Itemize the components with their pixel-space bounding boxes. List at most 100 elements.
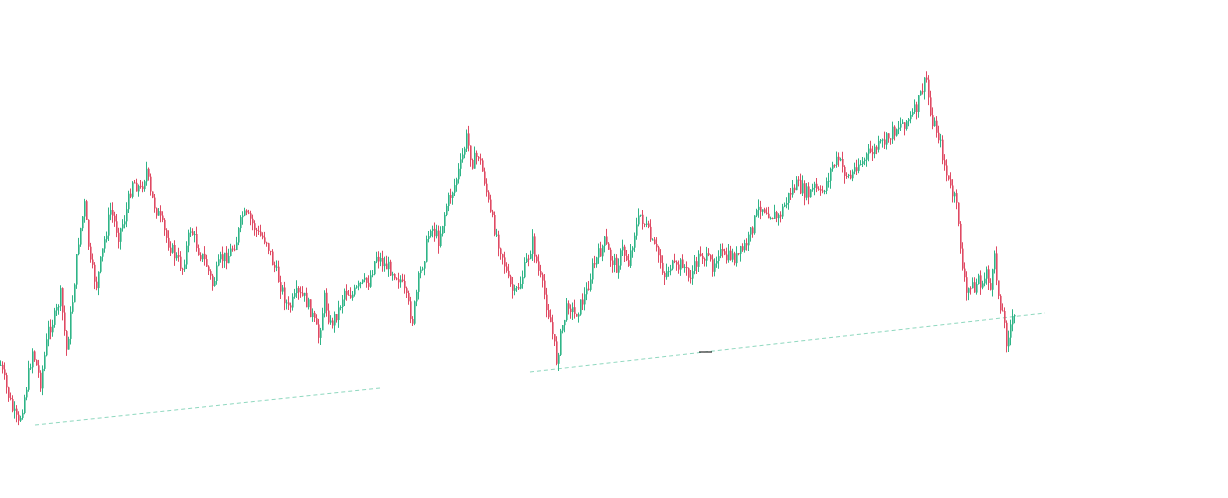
candle-body-326 (652, 239, 654, 241)
candle-body-442 (884, 139, 886, 145)
candle-body-201 (402, 279, 404, 281)
candle-body-374 (748, 234, 750, 246)
candle-body-261 (522, 277, 524, 284)
candle-body-445 (890, 138, 892, 140)
candle-body-69 (138, 185, 140, 192)
candle-body-119 (238, 228, 240, 243)
candle-body-307 (614, 257, 616, 265)
candle-body-264 (528, 258, 530, 260)
candle-body-30 (60, 288, 62, 307)
candle-body-492 (984, 278, 986, 284)
candle-body-302 (604, 236, 606, 246)
candle-body-18 (36, 360, 38, 366)
candle-body-225 (450, 195, 452, 198)
candle-body-501 (1002, 310, 1004, 312)
candle-body-479 (958, 202, 960, 224)
candle-body-242 (484, 171, 486, 184)
candle-body-8 (16, 408, 18, 415)
candle-body-200 (400, 279, 402, 283)
candle-body-470 (940, 139, 942, 141)
candle-body-306 (612, 260, 614, 265)
candle-body-335 (670, 268, 672, 272)
candle-body-35 (70, 311, 72, 339)
candle-body-143 (286, 302, 288, 304)
candle-body-348 (696, 261, 698, 267)
trendline-1 (34, 387, 381, 426)
candle-body-325 (650, 226, 652, 240)
candle-body-472 (944, 160, 946, 166)
candle-body-278 (556, 341, 558, 364)
candle-body-257 (514, 288, 516, 291)
candle-body-277 (554, 334, 556, 342)
candle-body-23 (46, 339, 48, 356)
candle-body-91 (182, 268, 184, 270)
candle-body-485 (970, 288, 972, 290)
candle-body-167 (334, 314, 336, 326)
candle-body-356 (712, 259, 714, 272)
candle-body-116 (232, 248, 234, 250)
candle-body-412 (824, 190, 826, 192)
candle-body-273 (546, 294, 548, 311)
candle-body-444 (888, 133, 890, 139)
candle-body-222 (444, 214, 446, 227)
candle-body-409 (818, 188, 820, 190)
candle-body-344 (688, 268, 690, 278)
candle-body-108 (216, 265, 218, 281)
candle-body-407 (814, 183, 816, 188)
candle-body-369 (738, 253, 740, 255)
candle-body-270 (540, 271, 542, 275)
candle-body-336 (672, 260, 674, 269)
candle-body-462 (924, 77, 926, 92)
candle-body-423 (846, 176, 848, 177)
candle-body-128 (256, 229, 258, 231)
candle-body-290 (580, 299, 582, 315)
candle-body-352 (704, 258, 706, 261)
candle-body-405 (810, 189, 812, 198)
candle-body-26 (52, 324, 54, 333)
candle-body-458 (916, 104, 918, 112)
candle-body-193 (386, 263, 388, 270)
candle-body-404 (808, 186, 810, 198)
candle-body-441 (882, 139, 884, 141)
candle-body-329 (658, 247, 660, 256)
candle-body-152 (304, 292, 306, 296)
candle-body-45 (90, 246, 92, 260)
candle-body-181 (362, 279, 364, 283)
candle-body-40 (80, 228, 82, 245)
candle-body-146 (292, 296, 294, 308)
candle-body-324 (648, 223, 650, 227)
candle-body-364 (728, 250, 730, 261)
candle-body-452 (904, 122, 906, 129)
candle-body-192 (384, 263, 386, 267)
candle-body-229 (458, 168, 460, 180)
candle-body-88 (176, 255, 178, 259)
candle-body-476 (952, 185, 954, 197)
candle-body-313 (626, 255, 628, 261)
candle-body-74 (148, 168, 150, 177)
candle-body-93 (186, 245, 188, 265)
candle-body-347 (694, 261, 696, 271)
candle-body-338 (676, 262, 678, 265)
candle-body-80 (160, 211, 162, 216)
candle-body-422 (844, 166, 846, 176)
candle-body-141 (282, 287, 284, 292)
candle-body-157 (314, 312, 316, 319)
candle-body-1 (2, 364, 4, 370)
candle-body-493 (986, 269, 988, 279)
candle-body-124 (248, 212, 250, 214)
candle-body-43 (86, 201, 88, 220)
candle-body-269 (538, 261, 540, 271)
candle-body-183 (366, 277, 368, 283)
candle-body-134 (268, 243, 270, 251)
candle-body-169 (338, 307, 340, 320)
candle-body-6 (12, 399, 14, 411)
candle-body-188 (376, 256, 378, 262)
candle-body-420 (840, 159, 842, 161)
candle-body-68 (136, 182, 138, 192)
candle-body-17 (34, 351, 36, 361)
candle-body-263 (526, 258, 528, 262)
candle-body-303 (606, 236, 608, 244)
candle-body-163 (326, 292, 328, 311)
candle-body-139 (278, 266, 280, 282)
